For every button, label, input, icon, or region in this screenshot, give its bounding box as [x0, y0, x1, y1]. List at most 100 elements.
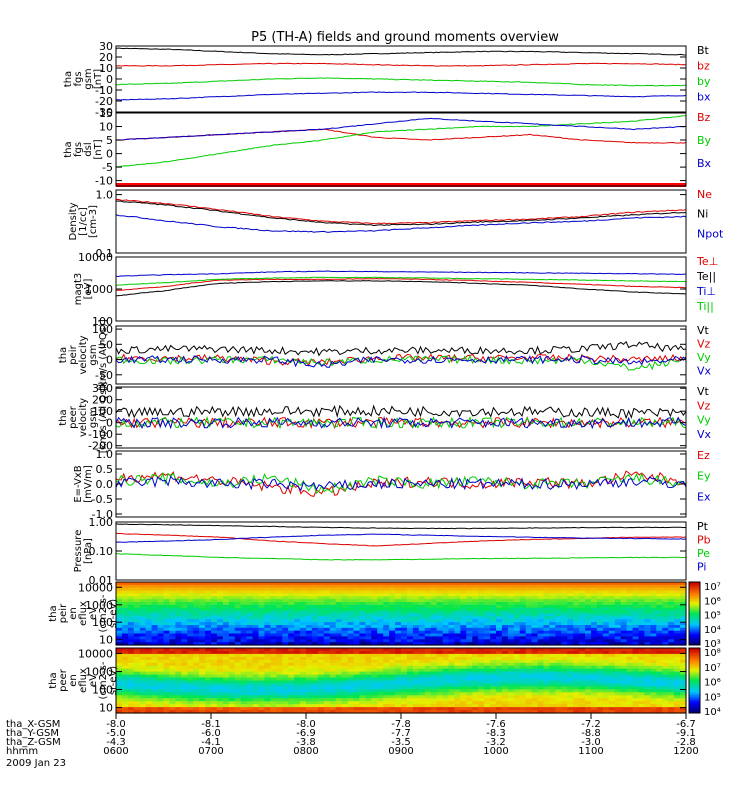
y-tick-label: -1.0	[92, 508, 113, 521]
heatmap-cell	[496, 607, 503, 612]
heatmap-cell	[383, 593, 390, 597]
heatmap-cell	[347, 604, 355, 609]
heatmap-cell	[614, 710, 622, 714]
heatmap-cell	[276, 707, 283, 711]
heatmap-cell	[680, 662, 687, 667]
heatmap-cell	[205, 613, 212, 617]
heatmap-cell	[466, 639, 473, 643]
heatmap-cell	[341, 599, 349, 603]
heatmap-cell	[596, 695, 604, 699]
heatmap-cell	[222, 692, 230, 696]
heatmap-cell	[680, 633, 687, 637]
heatmap-cell	[264, 613, 271, 617]
heatmap-cell	[430, 610, 438, 615]
heatmap-cell	[490, 587, 497, 592]
heatmap-cell	[561, 689, 568, 693]
heatmap-cell	[543, 613, 550, 617]
heatmap-cell	[596, 692, 604, 696]
heatmap-cell	[282, 604, 289, 609]
series-line-Ne	[115, 198, 687, 225]
heatmap-cell	[525, 599, 533, 603]
heatmap-cell	[270, 707, 277, 711]
heatmap-cell	[650, 636, 657, 640]
heatmap-cell	[656, 653, 663, 658]
heatmap-cell	[371, 698, 378, 702]
heatmap-cell	[133, 596, 141, 600]
heatmap-cell	[436, 671, 444, 676]
date-label: 2009 Jan 23	[6, 758, 66, 769]
heatmap-cell	[466, 653, 473, 658]
heatmap-cell	[555, 630, 562, 635]
heatmap-cell	[246, 639, 254, 643]
heatmap-cell	[638, 607, 645, 612]
heatmap-cell	[341, 613, 349, 617]
x-tick-label: 0700	[198, 746, 223, 757]
heatmap-cell	[424, 698, 432, 702]
heatmap-cell	[157, 671, 165, 676]
heatmap-cell	[406, 610, 414, 615]
heatmap-cell	[389, 701, 396, 705]
heatmap-cell	[127, 616, 135, 620]
heatmap-cell	[650, 665, 657, 670]
heatmap-cell	[626, 599, 634, 603]
heatmap-cell	[276, 584, 283, 589]
heatmap-cell	[496, 659, 503, 664]
heatmap-cell	[341, 674, 349, 679]
heatmap-cell	[323, 642, 331, 646]
heatmap-cell	[163, 707, 170, 711]
heatmap-cell	[169, 633, 176, 637]
heatmap-cell	[525, 671, 533, 676]
heatmap-cell	[127, 704, 135, 708]
heatmap-cell	[288, 707, 295, 711]
heatmap-cell	[513, 665, 521, 670]
heatmap-cell	[335, 639, 343, 643]
heatmap-cell	[294, 710, 301, 714]
heatmap-cell	[680, 639, 687, 643]
heatmap-cell	[365, 590, 372, 595]
y-tick-label: 0	[106, 148, 113, 161]
heatmap-cell	[496, 698, 503, 702]
heatmap-cell	[638, 653, 645, 658]
heatmap-cell	[139, 619, 147, 623]
heatmap-cell	[359, 630, 366, 635]
x-tick-label: 0600	[103, 746, 128, 757]
heatmap-cell	[401, 602, 408, 606]
heatmap-cell	[579, 683, 586, 688]
heatmap-cell	[288, 593, 295, 597]
heatmap-cell	[656, 602, 663, 606]
heatmap-cell	[412, 604, 420, 609]
heatmap-cell	[365, 698, 372, 702]
heatmap-cell	[490, 683, 497, 688]
heatmap-cell	[472, 642, 479, 646]
heatmap-cell	[484, 582, 491, 586]
heatmap-cell	[620, 653, 628, 658]
heatmap-cell	[401, 627, 408, 632]
heatmap-cell	[264, 607, 271, 612]
heatmap-cell	[430, 602, 438, 606]
heatmap-cell	[234, 630, 242, 635]
colorbar-cell	[689, 649, 700, 652]
heatmap-cell	[579, 651, 586, 655]
heatmap-cell	[211, 584, 218, 589]
heatmap-cell	[175, 636, 182, 640]
heatmap-cell	[288, 587, 295, 592]
colorbar-cell	[689, 685, 700, 688]
heatmap-cell	[531, 648, 539, 652]
heatmap-cell	[288, 662, 295, 667]
heatmap-cell	[644, 698, 651, 702]
orbit-row-label: tha_X-GSM	[6, 719, 60, 730]
heatmap-cell	[246, 633, 254, 637]
heatmap-cell	[543, 692, 550, 696]
legend-label: Te||	[696, 270, 716, 283]
heatmap-cell	[662, 704, 669, 708]
heatmap-cell	[371, 596, 378, 600]
heatmap-cell	[121, 625, 129, 629]
heatmap-cell	[472, 599, 479, 603]
heatmap-cell	[187, 671, 194, 676]
heatmap-cell	[389, 686, 396, 690]
heatmap-cell	[187, 651, 194, 655]
heatmap-cell	[151, 704, 159, 708]
y-tick-label: 0.1	[96, 247, 114, 260]
heatmap-cell	[116, 630, 123, 635]
heatmap-cell	[596, 671, 604, 676]
